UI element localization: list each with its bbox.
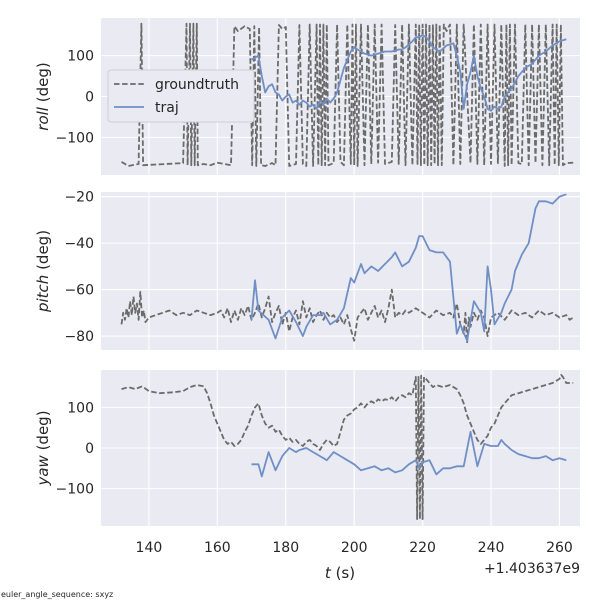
x-tick-label-3: 200 — [341, 540, 368, 556]
pitch-y-axis-label: pitch (deg) — [34, 230, 52, 313]
x-tick-label-1: 160 — [204, 540, 231, 556]
pitch-groundtruth-line — [120, 288, 574, 344]
pitch-panel: −20 −40 −60 −80 pitch (deg) — [34, 190, 580, 350]
yaw-y-tick-label-0: 100 — [67, 400, 94, 416]
roll-y-axis-label: roll (deg) — [34, 62, 52, 130]
roll-y-tick-label-0: 100 — [67, 49, 94, 65]
pitch-plot-area — [101, 192, 580, 350]
x-tick-label-2: 180 — [272, 540, 299, 556]
x-tick-label-6: 260 — [546, 540, 573, 556]
pitch-grid — [101, 192, 580, 350]
roll-traj-line — [251, 34, 567, 112]
legend-box — [107, 69, 255, 123]
x-axis-label: t (s) — [325, 564, 355, 582]
roll-y-tick-label-2: −100 — [56, 130, 94, 146]
roll-groundtruth-line — [121, 22, 574, 167]
pitch-traj-line — [250, 193, 567, 342]
legend-traj-label: traj — [155, 100, 179, 116]
yaw-y-axis-label: yaw (deg) — [34, 410, 52, 486]
yaw-y-tick-label-2: −100 — [56, 482, 94, 498]
x-tick-label-4: 220 — [409, 540, 436, 556]
yaw-grid — [101, 370, 580, 526]
x-tick-label-0: 140 — [136, 540, 163, 556]
yaw-y-tick-label-1: 0 — [85, 441, 94, 457]
legend: groundtruth traj — [107, 69, 255, 123]
footnote: euler_angle_sequence: sxyz — [1, 590, 113, 599]
pitch-y-tick-label-1: −40 — [64, 236, 94, 252]
roll-y-tick-label-1: 0 — [85, 90, 94, 106]
yaw-traj-line — [251, 430, 567, 478]
legend-groundtruth-label: groundtruth — [155, 77, 239, 93]
pitch-y-tick-label-0: −20 — [64, 190, 94, 206]
pitch-y-tick-label-3: −80 — [64, 329, 94, 345]
yaw-groundtruth-line — [121, 374, 574, 520]
x-offset-label: +1.403637e9 — [484, 561, 580, 577]
x-tick-label-5: 240 — [478, 540, 505, 556]
pitch-y-tick-label-2: −60 — [64, 283, 94, 299]
